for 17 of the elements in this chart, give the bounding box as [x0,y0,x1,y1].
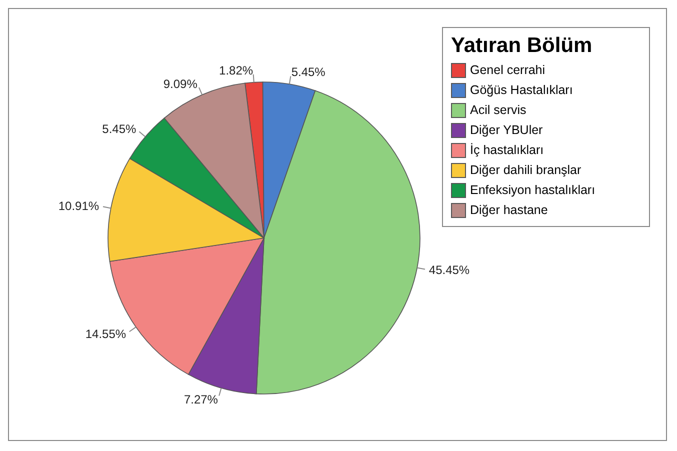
legend-label: Enfeksiyon hastalıkları [470,183,596,197]
data-label: 45.45% [428,263,470,278]
data-label: 5.45% [102,122,137,136]
data-label: 5.45% [291,65,326,80]
legend-label: Diğer YBUler [470,123,543,137]
data-label: 1.82% [219,63,254,78]
data-label: 9.09% [163,76,198,91]
legend-title: Yatıran Bölüm [451,34,594,58]
legend-label: Diğer hastane [470,203,548,217]
legend-label: Genel cerrahi [470,63,546,77]
data-label: 14.55% [85,326,126,341]
data-label: 7.27% [184,392,218,407]
legend-label: İç hastalıkları [470,143,544,157]
legend-label: Diğer dahili branşlar [470,163,582,177]
legend-label: Göğüs Hastalıkları [470,83,573,97]
legend-label: Acil servis [470,103,526,117]
data-label: 10.91% [58,198,100,213]
